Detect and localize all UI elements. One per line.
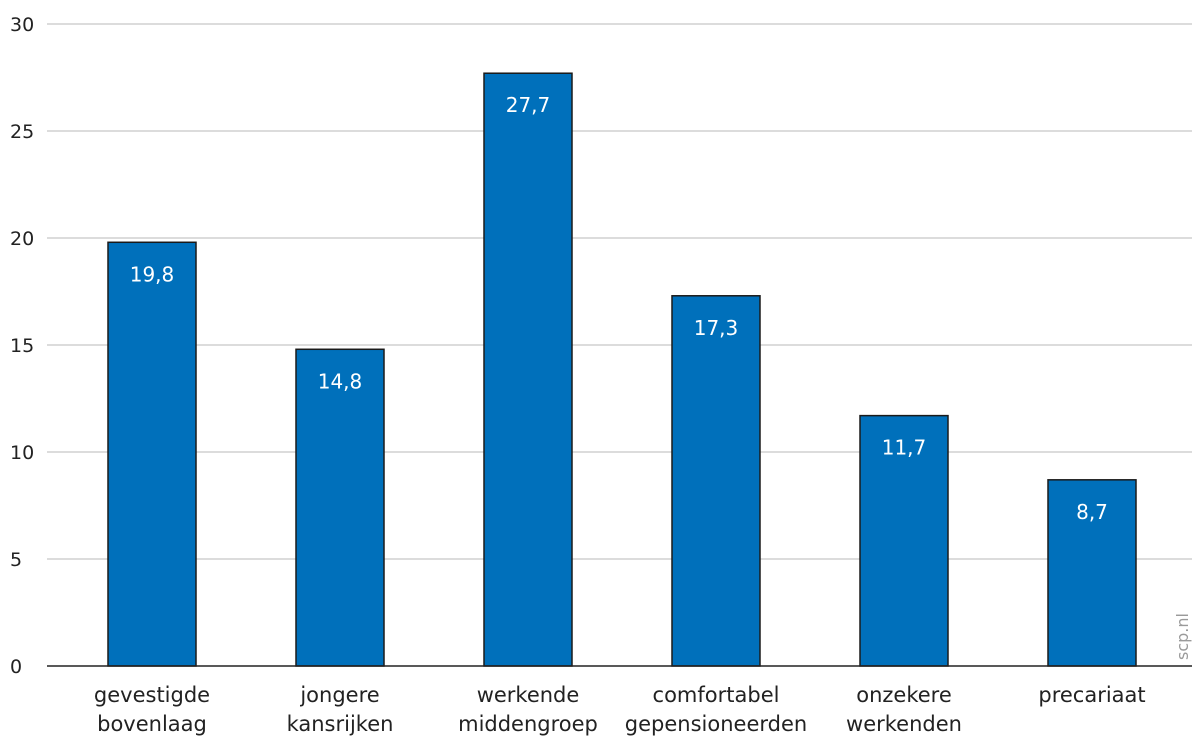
y-tick-label: 20: [10, 228, 34, 250]
bar-value-label: 14,8: [318, 369, 363, 393]
category-label: kansrijken: [287, 712, 394, 736]
category-label: precariaat: [1038, 683, 1145, 707]
gridlines: [47, 23, 1192, 560]
category-label: gepensioneerden: [625, 712, 807, 736]
y-tick-label: 25: [10, 121, 34, 143]
bar-value-label: 19,8: [130, 262, 175, 286]
category-label: werkenden: [846, 712, 962, 736]
category-label: comfortabel: [653, 683, 780, 707]
bar-value-label: 11,7: [882, 436, 927, 460]
bar-value-label: 17,3: [694, 316, 739, 340]
y-tick-label: 5: [10, 549, 22, 571]
bar: [671, 295, 761, 667]
x-axis-labels: gevestigde bovenlaag jongere kansrijken werk…: [94, 683, 1146, 736]
bar: [295, 348, 385, 667]
category-label: bovenlaag: [97, 712, 207, 736]
watermark: scp.nl: [1173, 613, 1192, 660]
bars: [107, 72, 1137, 667]
y-tick-label: 15: [10, 335, 34, 357]
category-label: middengroep: [458, 712, 598, 736]
bar-value-labels: 19,8 14,8 27,7 17,3 11,7 8,7: [130, 93, 1108, 524]
bar-value-label: 27,7: [506, 93, 551, 117]
y-axis-ticks: 0 5 10 15 20 25 30: [10, 14, 34, 678]
category-label: gevestigde: [94, 683, 210, 707]
bar: [483, 72, 573, 667]
y-tick-label: 30: [10, 14, 34, 36]
y-tick-label: 10: [10, 442, 34, 464]
bar: [1047, 479, 1137, 667]
category-label: werkende: [477, 683, 580, 707]
y-tick-label: 0: [10, 656, 22, 678]
bar-value-label: 8,7: [1076, 500, 1108, 524]
bar: [107, 241, 197, 667]
category-label: onzekere: [856, 683, 952, 707]
category-label: jongere: [299, 683, 379, 707]
